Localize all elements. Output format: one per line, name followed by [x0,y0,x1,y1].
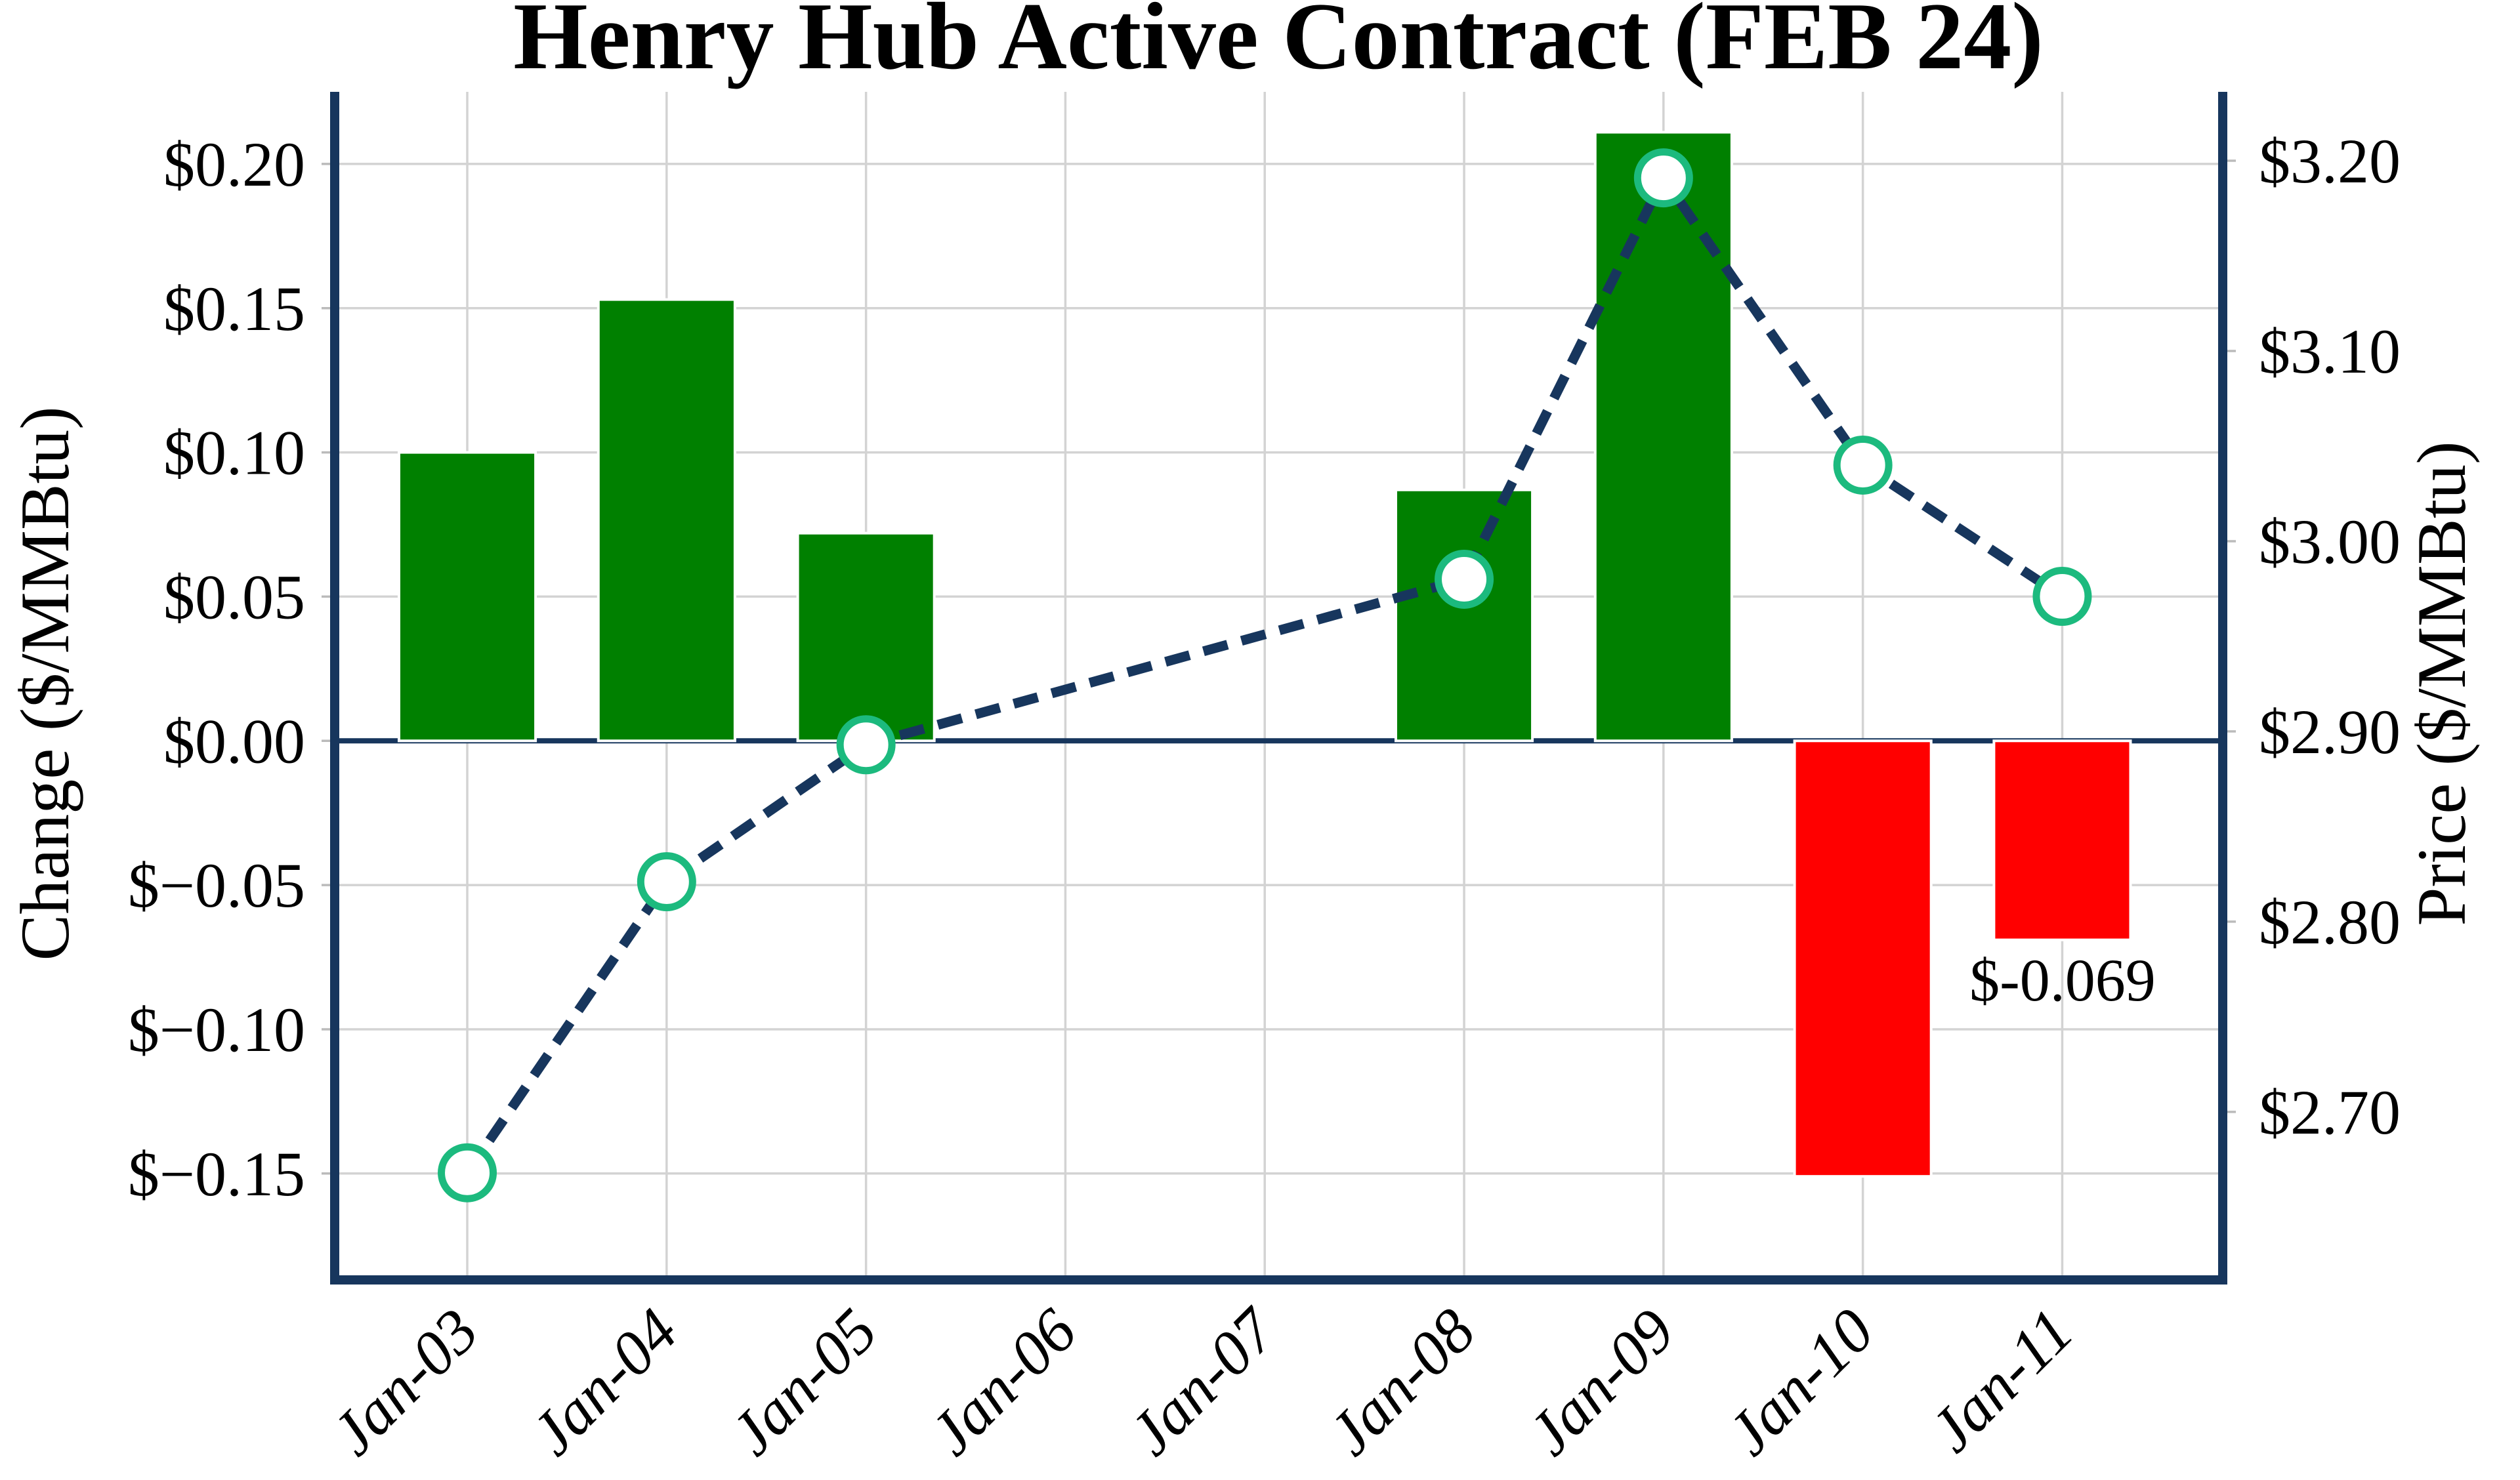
right-tick-label: $3.00 [2259,506,2401,577]
left-tick-label: $−0.10 [128,995,305,1065]
left-axis-title: Change ($/MMBtu) [7,407,83,961]
chart-title: Henry Hub Active Contract (FEB 24) [513,0,2044,89]
price-marker-Jan-05 [836,715,896,775]
price-marker-Jan-11 [2032,567,2092,627]
bar-Jan-10 [1793,739,1933,1178]
left-tick-label: $0.00 [163,706,305,776]
bar-Jan-05 [796,531,936,743]
right-tick-label: $2.80 [2259,887,2401,957]
bar-Jan-08 [1394,488,1534,743]
bar-Jan-04 [597,298,736,743]
price-marker-Jan-03 [438,1143,497,1202]
left-tick-label: $−0.15 [128,1139,305,1209]
right-tick-label: $3.10 [2259,316,2401,386]
price-marker-Jan-10 [1833,435,1893,495]
left-tick-label: $0.20 [163,129,305,199]
bar-Jan-03 [397,451,537,743]
right-tick-label: $3.20 [2259,126,2401,196]
price-marker-Jan-09 [1633,148,1693,208]
bar-Jan-09 [1593,131,1733,743]
right-tick-label: $2.70 [2259,1077,2401,1147]
left-tick-label: $0.05 [163,562,305,632]
right-axis-title: Price ($/MMBtu) [2403,442,2480,926]
bar-value-annotation: $-0.069 [1969,947,2156,1014]
left-tick-label: $0.10 [163,418,305,488]
right-tick-label: $2.90 [2259,697,2401,767]
left-tick-label: $0.15 [163,274,305,344]
price-marker-Jan-04 [637,852,696,912]
left-tick-label: $−0.05 [128,850,305,920]
bar-Jan-11 [1992,739,2132,941]
price-marker-Jan-08 [1435,549,1494,609]
